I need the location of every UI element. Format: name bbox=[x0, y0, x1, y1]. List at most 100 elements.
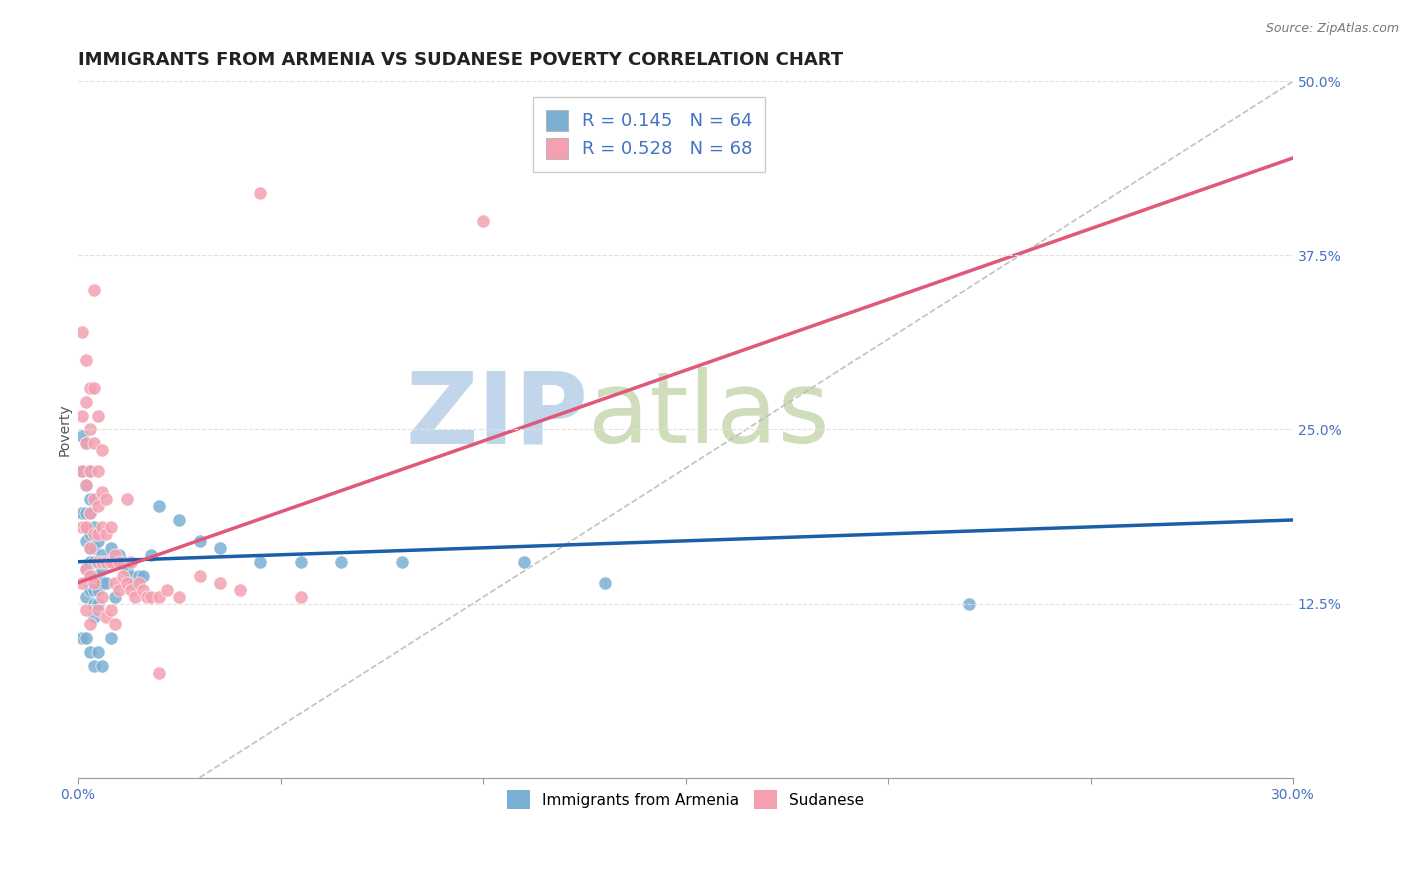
Point bbox=[111, 568, 134, 582]
Point bbox=[139, 590, 162, 604]
Point bbox=[290, 590, 312, 604]
Point bbox=[83, 283, 105, 297]
Point bbox=[107, 555, 129, 569]
Point bbox=[91, 562, 114, 576]
Point bbox=[83, 527, 105, 541]
Point bbox=[79, 541, 101, 555]
Legend: Immigrants from Armenia, Sudanese: Immigrants from Armenia, Sudanese bbox=[501, 784, 870, 815]
Point bbox=[132, 568, 155, 582]
Point bbox=[83, 659, 105, 673]
Point bbox=[593, 575, 616, 590]
Point bbox=[139, 548, 162, 562]
Point bbox=[100, 555, 122, 569]
Point bbox=[79, 568, 101, 582]
Point bbox=[75, 590, 97, 604]
Point bbox=[87, 409, 110, 423]
Point bbox=[79, 491, 101, 506]
Point bbox=[83, 436, 105, 450]
Point bbox=[79, 568, 101, 582]
Point bbox=[330, 555, 353, 569]
Point bbox=[96, 555, 118, 569]
Point bbox=[83, 597, 105, 611]
Point bbox=[87, 597, 110, 611]
Point bbox=[75, 394, 97, 409]
Point bbox=[79, 506, 101, 520]
Point bbox=[70, 325, 93, 339]
Point bbox=[91, 520, 114, 534]
Point bbox=[103, 548, 125, 562]
Point bbox=[87, 499, 110, 513]
Point bbox=[75, 562, 97, 576]
Point bbox=[79, 617, 101, 632]
Point bbox=[83, 575, 105, 590]
Point bbox=[169, 513, 191, 527]
Point bbox=[96, 610, 118, 624]
Point bbox=[111, 555, 134, 569]
Point bbox=[96, 555, 118, 569]
Point bbox=[83, 541, 105, 555]
Point bbox=[79, 464, 101, 478]
Point bbox=[75, 506, 97, 520]
Point bbox=[156, 582, 179, 597]
Point bbox=[79, 541, 101, 555]
Point bbox=[79, 422, 101, 436]
Point bbox=[79, 645, 101, 659]
Point bbox=[75, 478, 97, 492]
Point bbox=[70, 632, 93, 646]
Point bbox=[115, 491, 138, 506]
Point bbox=[70, 429, 93, 443]
Point bbox=[249, 186, 271, 200]
Point bbox=[83, 568, 105, 582]
Point bbox=[100, 603, 122, 617]
Point bbox=[249, 555, 271, 569]
Text: Source: ZipAtlas.com: Source: ZipAtlas.com bbox=[1265, 22, 1399, 36]
Point bbox=[91, 548, 114, 562]
Point bbox=[75, 436, 97, 450]
Point bbox=[100, 555, 122, 569]
Point bbox=[87, 555, 110, 569]
Point bbox=[75, 478, 97, 492]
Point bbox=[79, 506, 101, 520]
Point bbox=[79, 582, 101, 597]
Point bbox=[75, 352, 97, 367]
Point bbox=[188, 533, 211, 548]
Point bbox=[91, 590, 114, 604]
Point bbox=[79, 381, 101, 395]
Point bbox=[87, 645, 110, 659]
Point bbox=[290, 555, 312, 569]
Point bbox=[70, 506, 93, 520]
Point bbox=[87, 533, 110, 548]
Point bbox=[120, 582, 142, 597]
Point bbox=[391, 555, 413, 569]
Text: ZIP: ZIP bbox=[405, 367, 588, 464]
Point bbox=[79, 464, 101, 478]
Point bbox=[115, 562, 138, 576]
Point bbox=[169, 590, 191, 604]
Text: IMMIGRANTS FROM ARMENIA VS SUDANESE POVERTY CORRELATION CHART: IMMIGRANTS FROM ARMENIA VS SUDANESE POVE… bbox=[79, 51, 844, 69]
Point bbox=[91, 575, 114, 590]
Point bbox=[128, 568, 150, 582]
Point bbox=[103, 617, 125, 632]
Point bbox=[83, 491, 105, 506]
Point bbox=[103, 555, 125, 569]
Point bbox=[229, 582, 252, 597]
Point bbox=[91, 659, 114, 673]
Point bbox=[136, 590, 159, 604]
Point bbox=[83, 520, 105, 534]
Point bbox=[70, 575, 93, 590]
Point bbox=[75, 603, 97, 617]
Point bbox=[128, 575, 150, 590]
Point bbox=[148, 590, 170, 604]
Point bbox=[87, 603, 110, 617]
Point bbox=[96, 575, 118, 590]
Point bbox=[70, 464, 93, 478]
Point bbox=[148, 499, 170, 513]
Point bbox=[91, 485, 114, 500]
Point bbox=[83, 381, 105, 395]
Point bbox=[79, 555, 101, 569]
Point bbox=[103, 590, 125, 604]
Point bbox=[124, 590, 146, 604]
Point bbox=[103, 575, 125, 590]
Point bbox=[75, 520, 97, 534]
Point bbox=[188, 568, 211, 582]
